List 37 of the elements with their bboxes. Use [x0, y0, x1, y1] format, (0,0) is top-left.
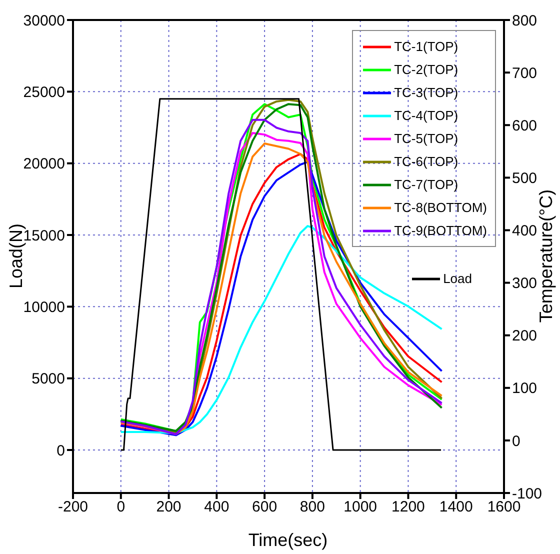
x-tick-label: 800: [300, 498, 325, 516]
y2-tick-label: 200: [512, 328, 538, 345]
y-axis-title: Load(N): [6, 223, 26, 289]
legend-label: Load: [443, 271, 472, 286]
y2-tick-label: 100: [512, 380, 538, 398]
y2-tick-label: 600: [512, 117, 538, 134]
y2-tick-label: 800: [512, 12, 538, 30]
x-axis-title: Time(sec): [248, 530, 328, 550]
legend-label: TC-1(TOP): [394, 39, 458, 54]
y-tick-label: 0: [56, 442, 65, 460]
legend-label: TC-3(TOP): [394, 85, 458, 100]
legend-label: TC-2(TOP): [394, 62, 458, 77]
x-tick-label: 1200: [392, 498, 425, 516]
y-tick-label: 20000: [23, 156, 65, 173]
x-tick-label: 1000: [344, 498, 378, 516]
y-tick-label: 30000: [23, 12, 65, 30]
y2-tick-label: 700: [512, 64, 538, 82]
legend-label: TC-5(TOP): [394, 131, 458, 146]
legend-label: TC-4(TOP): [394, 108, 458, 123]
x-tick-label: -200: [58, 498, 88, 516]
y-tick-label: 5000: [32, 370, 65, 388]
y2-tick-label: 0: [512, 432, 520, 450]
legend-label: TC-6(TOP): [394, 154, 458, 169]
legend-label: TC-8(BOTTOM): [394, 200, 487, 215]
x-tick-label: 0: [116, 498, 126, 516]
x-tick-label: 600: [252, 498, 278, 516]
x-tick-label: 1400: [439, 498, 473, 516]
legend-label: TC-7(TOP): [394, 177, 458, 192]
y2-tick-label: 400: [512, 222, 538, 240]
y-tick-label: 25000: [23, 84, 65, 101]
x-tick-label: 400: [204, 498, 230, 516]
y-tick-label: 10000: [23, 298, 65, 316]
y2-tick-label: 300: [512, 275, 538, 292]
legend-label: TC-9(BOTTOM): [394, 223, 487, 238]
x-tick-label: 200: [156, 498, 182, 516]
y2-axis-title: Temperature(°C): [536, 189, 556, 323]
y2-tick-label: 500: [512, 170, 538, 187]
